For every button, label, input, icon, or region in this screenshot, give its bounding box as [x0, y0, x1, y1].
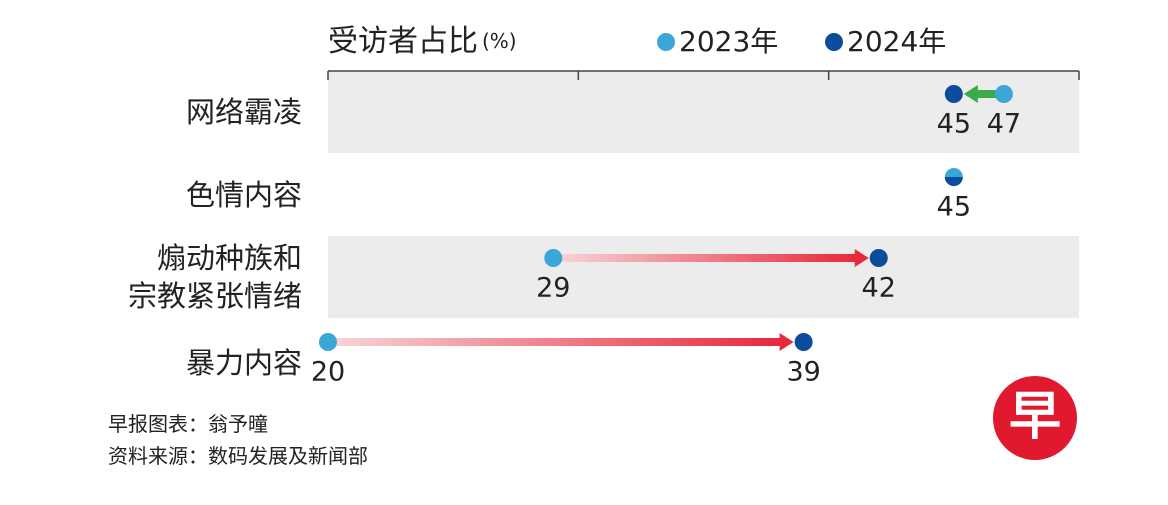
legend-label: 2023年	[679, 25, 778, 58]
dot-2024	[794, 333, 813, 351]
value-label: 42	[862, 273, 896, 304]
category-label: 网络霸凌	[185, 95, 302, 129]
value-label: 45	[937, 109, 971, 140]
credit: 早报图表：翁予曈	[108, 412, 268, 436]
legend-label: 2024年	[847, 25, 946, 58]
dot-2023	[994, 85, 1013, 103]
source: 资料来源：数码发展及新闻部	[108, 444, 368, 468]
arrow-shaft	[553, 254, 857, 262]
category-label: 煽动种族和 宗教紧张情绪	[127, 241, 302, 313]
dot-2024	[869, 249, 888, 267]
arrow-head	[854, 249, 869, 267]
row-band	[328, 71, 1079, 153]
dot-2024	[944, 85, 963, 103]
category-label: 暴力内容	[185, 346, 302, 380]
dot-2024	[944, 177, 963, 186]
legend-marker	[825, 33, 843, 51]
value-label: 39	[786, 357, 820, 388]
arrow-head	[779, 333, 794, 351]
value-label: 29	[536, 273, 570, 304]
value-label: 20	[311, 357, 345, 388]
arrow-shaft	[328, 338, 782, 346]
arrow-head	[963, 85, 978, 103]
category-label: 色情内容	[185, 177, 302, 212]
dot-2023	[319, 333, 337, 351]
arrow-shaft	[975, 90, 1004, 98]
dot-2023	[544, 249, 563, 267]
logo-circle	[993, 376, 1077, 460]
value-label: 45	[937, 192, 971, 223]
logo: 早	[1009, 387, 1061, 447]
value-label: 47	[987, 109, 1021, 140]
row-bands	[328, 71, 1079, 318]
row-band	[328, 236, 1079, 318]
axis-title: 受访者占比 (%)	[328, 24, 517, 59]
legend-marker	[657, 33, 675, 51]
